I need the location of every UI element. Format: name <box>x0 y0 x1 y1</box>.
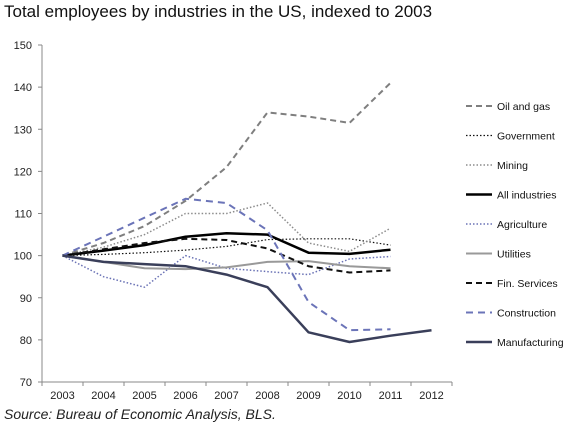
x-tick-label: 2010 <box>337 390 361 402</box>
series-line-government <box>62 238 391 257</box>
legend-label-oil-and-gas: Oil and gas <box>497 101 550 113</box>
y-tick-label: 150 <box>14 40 32 52</box>
legend-label-fin-services: Fin. Services <box>497 278 558 290</box>
y-tick-label: 140 <box>14 82 32 94</box>
legend-label-construction: Construction <box>497 308 556 320</box>
legend-label-mining: Mining <box>497 160 528 172</box>
series-line-construction <box>62 197 391 332</box>
x-tick-label: 2008 <box>255 390 279 402</box>
legend-label-utilities: Utilities <box>497 249 531 261</box>
chart-legend: Oil and gas Government Mining All industrie… <box>466 101 564 349</box>
legend-label-agriculture: Agriculture <box>497 219 547 231</box>
x-tick-label: 2012 <box>419 390 443 402</box>
x-tick-label: 2006 <box>173 390 197 402</box>
y-tick-label: 100 <box>14 251 32 263</box>
x-tick-label: 2007 <box>214 390 238 402</box>
chart-source: Source: Bureau of Economic Analysis, BLS… <box>4 406 276 422</box>
y-tick-label: 80 <box>20 335 32 347</box>
legend-label-manufacturing: Manufacturing <box>497 337 564 349</box>
chart-axes: 70 80 90 100 110 120 130 140 150 2003 2004 2005 2006… <box>14 40 453 402</box>
y-tick-label: 70 <box>20 377 32 389</box>
series-line-utilities <box>62 254 391 271</box>
x-tick-label: 2009 <box>296 390 320 402</box>
series-line-fin-services <box>62 237 391 274</box>
series-line-oil-and-gas <box>62 82 392 257</box>
x-tick-label: 2004 <box>91 390 115 402</box>
series-line-all-industries <box>62 232 391 257</box>
series-line-mining <box>62 202 391 257</box>
legend-label-government: Government <box>497 131 555 143</box>
y-tick-label: 110 <box>14 209 32 221</box>
legend-label-all-industries: All industries <box>497 190 557 202</box>
chart-title: Total employees by industries in the US,… <box>4 2 433 21</box>
y-tick-label: 130 <box>14 124 32 136</box>
y-tick-label: 90 <box>20 293 32 305</box>
x-tick-label: 2003 <box>50 390 74 402</box>
x-tick-label: 2011 <box>379 390 403 402</box>
chart-lines <box>62 82 432 344</box>
x-tick-label: 2005 <box>132 390 156 402</box>
series-line-manufacturing <box>62 254 432 344</box>
y-tick-label: 120 <box>14 166 32 178</box>
